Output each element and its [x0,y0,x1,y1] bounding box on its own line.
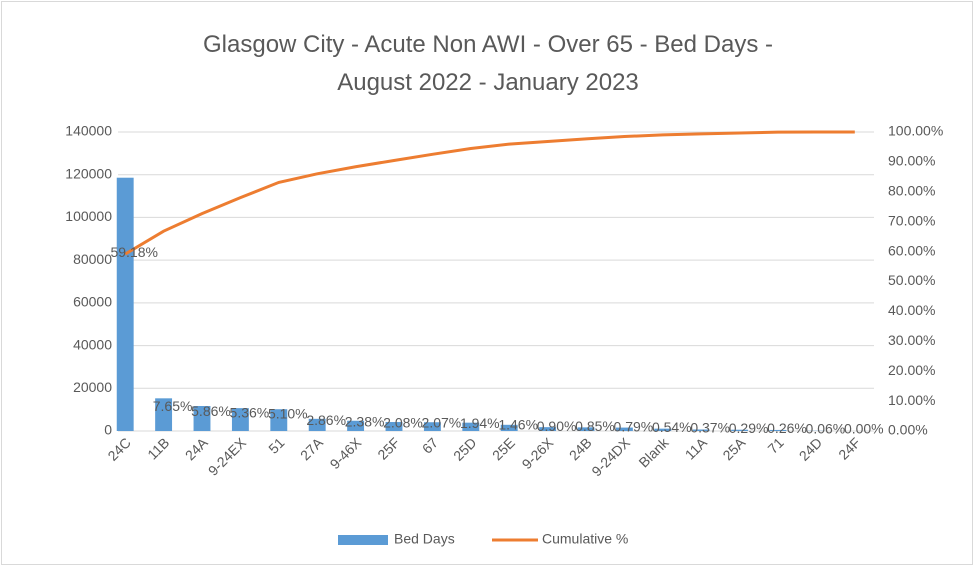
legend-label: Cumulative % [542,531,628,547]
data-label: 59.18% [110,244,157,260]
legend-label: Bed Days [394,531,455,547]
data-label: 2.07% [422,415,462,431]
y-tick-label: 60000 [73,294,112,310]
y2-tick-label: 50.00% [888,272,935,288]
x-tick-label: 51 [265,434,287,456]
y2-tick-label: 10.00% [888,392,935,408]
bar [769,429,787,431]
bar [231,408,249,431]
data-label: 2.38% [345,414,385,430]
data-label: 0.79% [614,418,654,434]
bar [539,427,557,431]
bar [423,422,441,431]
data-label: 0.06% [806,421,846,437]
y-tick-label: 80000 [73,251,112,267]
x-tick-label: 9-46X [327,434,365,472]
legend-swatch [338,535,388,545]
y-tick-label: 20000 [73,379,112,395]
bar [270,409,288,431]
x-tick-label: 24F [835,434,863,462]
chart-title: Glasgow City - Acute Non AWI - Over 65 -… [203,31,773,96]
data-label: 0.00% [844,421,884,437]
x-tick-label: 27A [297,434,326,463]
bar [155,398,173,431]
y2-tick-label: 20.00% [888,362,935,378]
data-label: 5.36% [230,405,270,421]
x-tick-label: 9-24EX [205,434,250,479]
x-tick-label: 71 [764,434,786,456]
bar [385,422,403,431]
bar [193,406,211,431]
y2-tick-label: 40.00% [888,302,935,318]
x-tick-label: 25D [450,434,479,463]
y2-tick-label: 100.00% [888,123,943,139]
x-tick-label: 9-26X [519,434,557,472]
bar [116,177,134,431]
x-tick-label: 25A [719,434,748,463]
data-label: 0.85% [575,418,615,434]
x-tick-label: 11B [144,434,172,462]
y-tick-label: 100000 [65,208,112,224]
data-label: 0.54% [652,419,692,435]
bar [654,428,672,431]
y-tick-label: 120000 [65,165,112,181]
bar [462,422,480,431]
bar [308,418,326,431]
y-tick-label: 140000 [65,123,112,139]
data-label: 0.26% [767,420,807,436]
x-tick-label: 24D [796,434,825,463]
y2-tick-label: 70.00% [888,212,935,228]
data-label: 1.94% [460,415,500,431]
y2-tick-label: 80.00% [888,183,935,199]
data-label: 0.29% [729,420,769,436]
x-tick-label: 24C [104,434,133,463]
x-tick-label: 24A [182,434,211,463]
y-tick-label: 0 [104,422,112,438]
data-label: 2.08% [383,414,423,430]
data-label: 2.86% [306,412,346,428]
y2-tick-label: 90.00% [888,153,935,169]
data-label: 0.37% [690,420,730,436]
y2-tick-label: 0.00% [888,422,928,438]
bar [347,420,365,431]
data-label: 5.86% [191,403,231,419]
data-label: 7.65% [153,398,193,414]
x-tick-label: 11A [682,434,711,463]
x-tick-label: 9-24DX [588,434,633,479]
bar [731,429,749,431]
y2-tick-label: 30.00% [888,332,935,348]
data-label: 1.46% [498,416,538,432]
bar [615,427,633,431]
x-tick-label: 24B [566,434,595,463]
bar [577,427,595,431]
bar [500,424,518,431]
cumulative-line [124,130,855,256]
x-tick-label: 25E [489,434,518,463]
x-tick-label: 67 [419,434,441,456]
data-label: 0.90% [537,418,577,434]
x-tick-label: Blank [635,434,672,471]
bar [692,429,710,431]
data-label: 5.10% [268,405,308,421]
y2-tick-label: 60.00% [888,242,935,258]
y-tick-label: 40000 [73,336,112,352]
x-tick-label: 25F [374,434,402,462]
